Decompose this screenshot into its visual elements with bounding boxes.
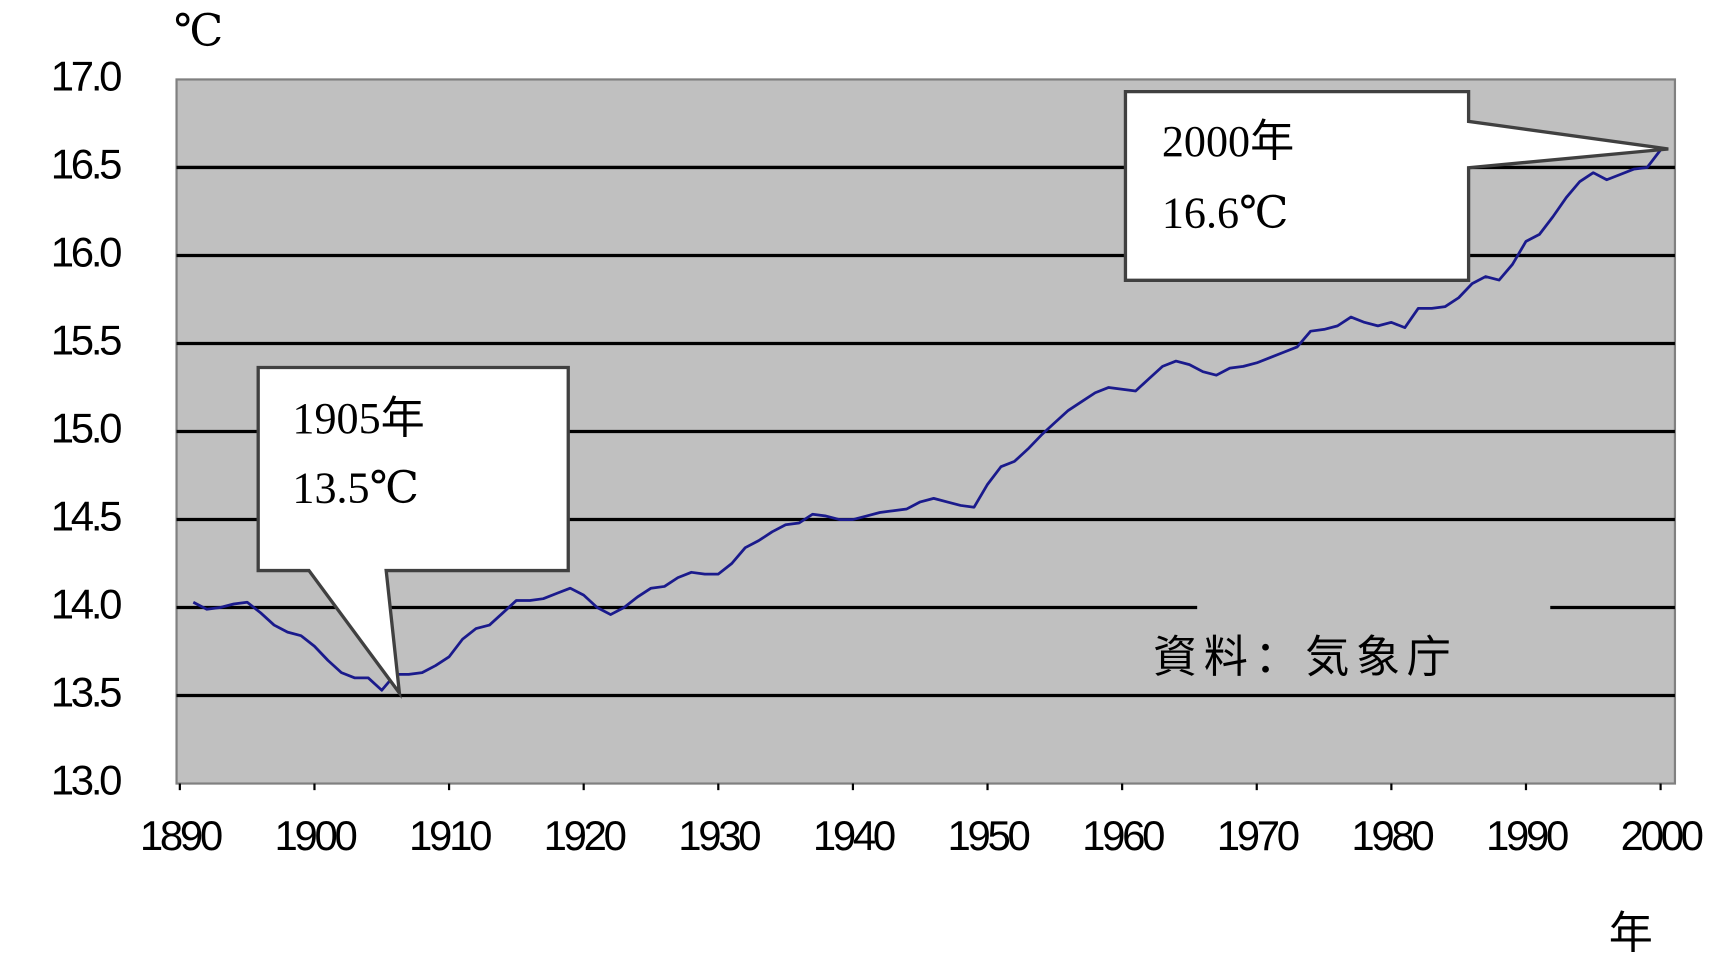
y-tick-label: 15.5 <box>51 317 121 364</box>
y-unit: ℃ <box>174 6 223 55</box>
x-tick-label: 1970 <box>1217 812 1299 859</box>
source-backdrop <box>1197 599 1551 620</box>
annotation-year: 1905年 <box>292 394 424 443</box>
x-tick-label: 1920 <box>544 812 626 859</box>
source: 資料：気象庁 <box>1153 632 1457 683</box>
x-tick-label: 1960 <box>1082 812 1164 859</box>
y-tick-label: 13.0 <box>51 757 121 804</box>
y-tick-label: 13.5 <box>51 669 121 716</box>
x-tick-label: 1980 <box>1351 812 1433 859</box>
annotation-year: 2000年 <box>1162 117 1294 166</box>
x-tick-label: 1900 <box>274 812 356 859</box>
x-tick-label: 1930 <box>678 812 760 859</box>
x-tick-label: 1950 <box>948 812 1030 859</box>
y-tick-label: 14.0 <box>51 581 121 628</box>
y-tick-label: 17.0 <box>51 53 121 100</box>
x-tick-label: 1940 <box>813 812 895 859</box>
x-tick-label: 1890 <box>140 812 222 859</box>
x-unit: 年 <box>1609 909 1653 958</box>
callout-2000 <box>1123 89 1669 282</box>
y-tick-label: 16.0 <box>51 229 121 276</box>
x-tick-label: 2000 <box>1621 812 1703 859</box>
y-tick-label: 15.0 <box>51 405 121 452</box>
temperature-line <box>192 149 1662 692</box>
y-tick-label: 14.5 <box>51 493 121 540</box>
y-tick-label: 16.5 <box>51 141 121 188</box>
callout-1905 <box>256 365 570 699</box>
lines <box>192 149 1662 692</box>
annotation-temp: 13.5℃ <box>292 463 419 512</box>
x-tick-label: 1990 <box>1486 812 1568 859</box>
x-tick-label: 1910 <box>409 812 491 859</box>
annotation-temp: 16.6℃ <box>1162 189 1289 238</box>
